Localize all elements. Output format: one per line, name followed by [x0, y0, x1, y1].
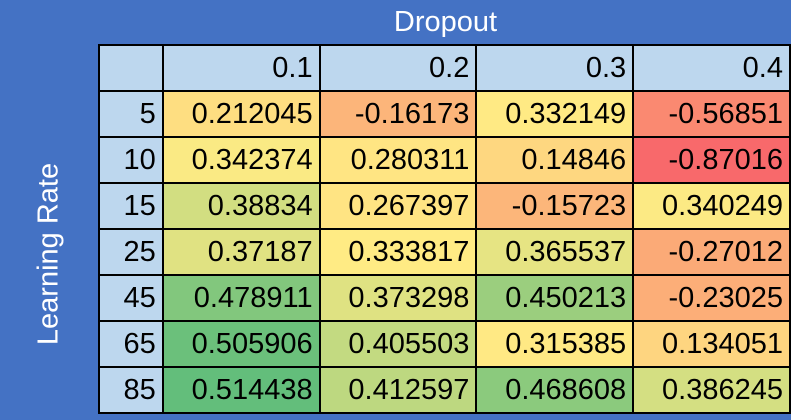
heatmap-cell: 0.468608 [475, 366, 635, 414]
heatmap-cell: -0.15723 [475, 182, 635, 230]
column-header-0.1: 0.1 [161, 44, 321, 92]
row-header-10: 10 [98, 136, 164, 184]
heatmap-cell: 0.505906 [161, 320, 321, 368]
heatmap-cell: 0.267397 [318, 182, 478, 230]
heatmap-cell: 0.38834 [161, 182, 321, 230]
heatmap-cell: 0.14846 [475, 136, 635, 184]
heatmap-cell: -0.16173 [318, 90, 478, 138]
table-row: 85 0.514438 0.412597 0.468608 0.386245 [98, 366, 791, 414]
heatmap-cell: -0.27012 [632, 228, 791, 276]
table-row: 5 0.212045 -0.16173 0.332149 -0.56851 [98, 90, 791, 138]
table-row: 25 0.37187 0.333817 0.365537 -0.27012 [98, 228, 791, 276]
table-row: 15 0.38834 0.267397 -0.15723 0.340249 [98, 182, 791, 230]
row-header-65: 65 [98, 320, 164, 368]
corner-cell [98, 44, 164, 92]
row-header-15: 15 [98, 182, 164, 230]
heatmap-cell: 0.212045 [161, 90, 321, 138]
heatmap-cell: 0.412597 [318, 366, 478, 414]
column-header-0.3: 0.3 [475, 44, 635, 92]
column-axis-title: Dropout [393, 6, 498, 38]
heatmap-cell: 0.134051 [632, 320, 791, 368]
heatmap-cell: 0.315385 [475, 320, 635, 368]
heatmap-cell: 0.373298 [318, 274, 478, 322]
table-row: 45 0.478911 0.373298 0.450213 -0.23025 [98, 274, 791, 322]
heatmap-table: 0.1 0.2 0.3 0.4 5 0.212045 -0.16173 0.332149 -0.… [98, 44, 791, 414]
heatmap-cell: 0.280311 [318, 136, 478, 184]
row-axis-title: Learning Rate [32, 162, 65, 346]
heatmap-cell: 0.342374 [161, 136, 321, 184]
heatmap-cell: 0.365537 [475, 228, 635, 276]
column-header-0.4: 0.4 [632, 44, 791, 92]
heatmap-cell: -0.87016 [632, 136, 791, 184]
row-header-45: 45 [98, 274, 164, 322]
row-header-5: 5 [98, 90, 164, 138]
heatmap-cell: 0.514438 [161, 366, 321, 414]
row-axis-title-area: Learning Rate [0, 44, 98, 420]
heatmap-cell: 0.332149 [475, 90, 635, 138]
row-header-85: 85 [98, 366, 164, 414]
column-header-0.2: 0.2 [318, 44, 478, 92]
heatmap-cell: 0.333817 [318, 228, 478, 276]
heatmap-cell: 0.340249 [632, 182, 791, 230]
table-row: 65 0.505906 0.405503 0.315385 0.134051 [98, 320, 791, 368]
heatmap-cell: -0.23025 [632, 274, 791, 322]
heatmap-cell: 0.405503 [318, 320, 478, 368]
header-row: 0.1 0.2 0.3 0.4 [98, 44, 791, 92]
heatmap-cell: 0.37187 [161, 228, 321, 276]
heatmap-cell: 0.478911 [161, 274, 321, 322]
heatmap-cell: 0.386245 [632, 366, 791, 414]
heatmap-cell: 0.450213 [475, 274, 635, 322]
table-row: 10 0.342374 0.280311 0.14846 -0.87016 [98, 136, 791, 184]
heatmap-cell: -0.56851 [632, 90, 791, 138]
row-header-25: 25 [98, 228, 164, 276]
